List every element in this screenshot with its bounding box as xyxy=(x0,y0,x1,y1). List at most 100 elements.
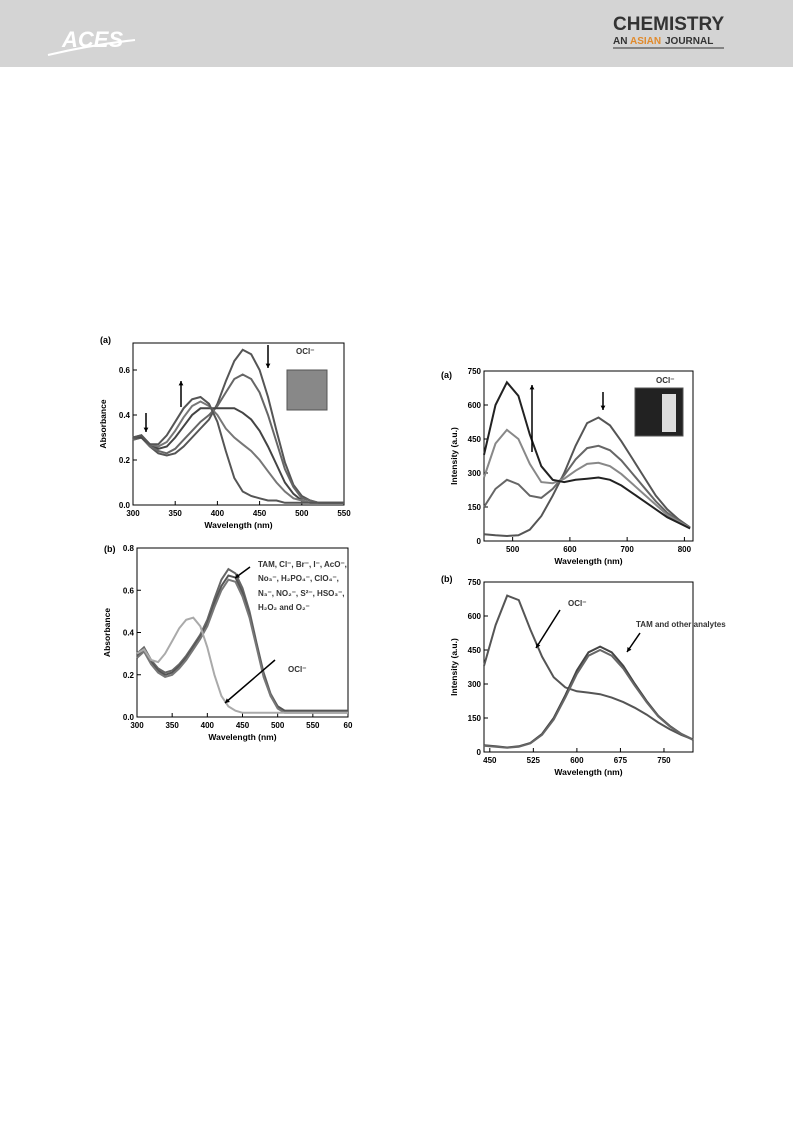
spectrum-line xyxy=(483,648,694,749)
spectrum-line xyxy=(132,395,344,504)
x-tick-label: 600 xyxy=(570,756,584,765)
y-tick-label: 0.6 xyxy=(119,366,131,375)
y-tick-label: 750 xyxy=(468,578,482,587)
spectrum-line xyxy=(136,574,348,712)
x-tick-label: 500 xyxy=(506,545,520,554)
y-tick-label: 300 xyxy=(468,680,482,689)
panel-label: (b) xyxy=(441,574,453,584)
x-tick-label: 450 xyxy=(483,756,497,765)
x-tick-label: 60 xyxy=(344,721,353,730)
y-tick-label: 150 xyxy=(468,503,482,512)
arrow-head xyxy=(178,381,184,386)
y-axis-label: Absorbance xyxy=(102,608,112,657)
y-tick-label: 0.4 xyxy=(123,629,135,638)
y-tick-label: 0.8 xyxy=(123,544,135,553)
x-tick-label: 300 xyxy=(126,509,140,518)
spectrum-line xyxy=(483,428,691,529)
x-axis-label: Wavelength (nm) xyxy=(208,732,276,742)
arrow-head xyxy=(600,405,606,410)
x-tick-label: 675 xyxy=(614,756,628,765)
y-tick-label: 750 xyxy=(468,367,482,376)
x-axis-label: Wavelength (nm) xyxy=(554,556,622,566)
arrow-head xyxy=(225,698,230,703)
annotation: OCl⁻ xyxy=(656,376,674,385)
y-tick-label: 0.0 xyxy=(119,501,131,510)
arrow-head xyxy=(536,643,541,648)
x-tick-label: 500 xyxy=(271,721,285,730)
spectrum-line xyxy=(483,594,694,741)
x-tick-label: 550 xyxy=(337,509,351,518)
spectrum-line xyxy=(483,444,691,529)
arrow-head xyxy=(235,573,240,578)
annotation: OCl⁻ xyxy=(568,599,586,608)
spectrum-line xyxy=(483,380,691,530)
x-tick-label: 800 xyxy=(678,545,692,554)
annotation: TAM, Cl⁻, Br⁻, I⁻, AcO⁻, xyxy=(258,560,347,569)
annotation: OCl⁻ xyxy=(296,347,314,356)
panel-label: (b) xyxy=(104,544,116,554)
y-tick-label: 0 xyxy=(477,748,482,757)
y-axis-label: Intensity (a.u.) xyxy=(449,427,459,485)
annotation: No₃⁻, H₂PO₄⁻, ClO₄⁻, xyxy=(258,574,339,583)
x-tick-label: 350 xyxy=(165,721,179,730)
x-tick-label: 450 xyxy=(253,509,267,518)
x-tick-label: 350 xyxy=(169,509,183,518)
plot-frame xyxy=(483,581,694,753)
y-tick-label: 0 xyxy=(477,537,482,546)
header-band xyxy=(0,0,793,67)
spectrum-line xyxy=(132,373,344,504)
arrow-head xyxy=(529,385,535,390)
annotation: TAM and other analytes xyxy=(636,620,726,629)
x-tick-label: 300 xyxy=(130,721,144,730)
arrow-head xyxy=(627,647,632,652)
y-tick-label: 0.4 xyxy=(119,411,131,420)
x-tick-label: 550 xyxy=(306,721,320,730)
x-tick-label: 450 xyxy=(236,721,250,730)
x-tick-label: 600 xyxy=(563,545,577,554)
x-tick-label: 400 xyxy=(211,509,225,518)
plot-frame xyxy=(132,342,345,506)
journal-sub: AN xyxy=(613,36,627,47)
x-tick-label: 525 xyxy=(527,756,541,765)
y-tick-label: 600 xyxy=(468,401,482,410)
panel-label: (a) xyxy=(441,370,452,380)
logo-swoosh xyxy=(47,39,136,56)
annotation: OCl⁻ xyxy=(288,665,306,674)
logo: ACES xyxy=(61,27,123,52)
annotation: H₂O₂ and O₂⁻ xyxy=(258,603,310,612)
arrow-head xyxy=(265,363,271,368)
journal-title: CHEMISTRY xyxy=(613,14,725,35)
journal-sub: ASIAN xyxy=(630,36,661,47)
y-tick-label: 600 xyxy=(468,612,482,621)
x-axis-label: Wavelength (nm) xyxy=(204,520,272,530)
journal-sub: JOURNAL xyxy=(665,36,713,47)
y-tick-label: 300 xyxy=(468,469,482,478)
y-axis-label: Intensity (a.u.) xyxy=(449,638,459,696)
inset-photo xyxy=(286,369,328,411)
y-tick-label: 0.2 xyxy=(123,671,135,680)
y-tick-label: 0.2 xyxy=(119,456,131,465)
arrow xyxy=(224,659,276,704)
x-tick-label: 700 xyxy=(620,545,634,554)
spectrum-line xyxy=(483,416,691,538)
x-tick-label: 400 xyxy=(201,721,215,730)
x-tick-label: 750 xyxy=(657,756,671,765)
spectrum-line xyxy=(483,645,694,749)
annotation: N₃⁻, NO₂⁻, S²⁻, HSO₃⁻, xyxy=(258,589,345,598)
y-tick-label: 150 xyxy=(468,714,482,723)
x-axis-label: Wavelength (nm) xyxy=(554,767,622,777)
arrow xyxy=(535,609,561,649)
y-tick-label: 450 xyxy=(468,435,482,444)
y-tick-label: 450 xyxy=(468,646,482,655)
spectrum-line xyxy=(136,616,348,714)
y-tick-label: 0.6 xyxy=(123,586,135,595)
panel-label: (a) xyxy=(100,335,111,345)
plot-frame xyxy=(483,370,694,542)
arrow-head xyxy=(143,427,149,432)
inset-vial xyxy=(662,394,676,432)
x-tick-label: 500 xyxy=(295,509,309,518)
y-axis-label: Absorbance xyxy=(98,399,108,448)
y-tick-label: 0.0 xyxy=(123,713,135,722)
